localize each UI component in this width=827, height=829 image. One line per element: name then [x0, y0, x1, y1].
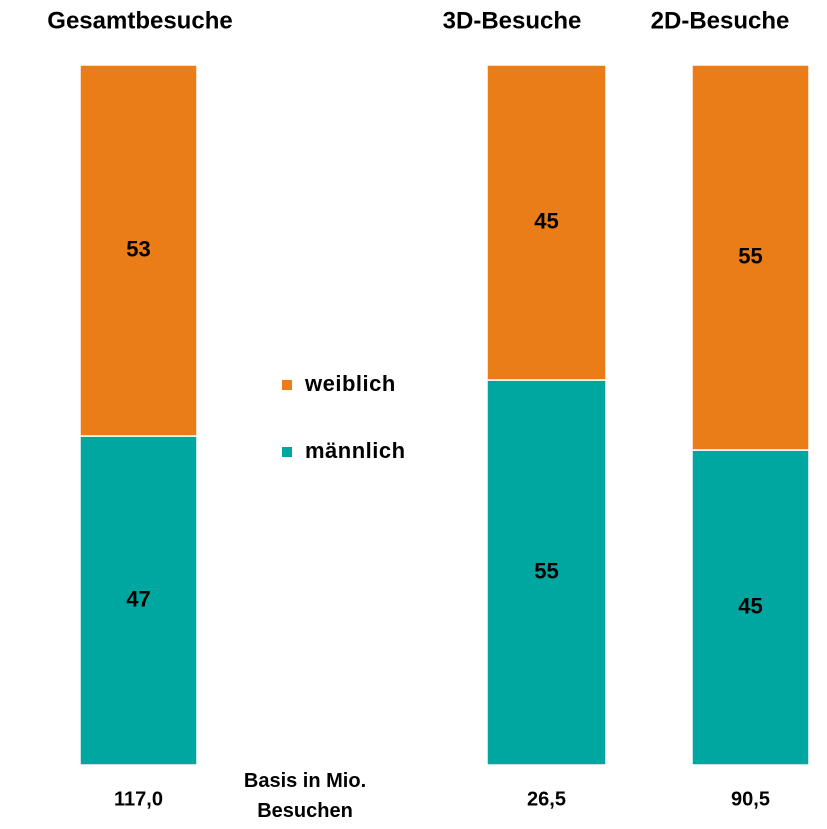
- bar-segment: [691, 449, 810, 766]
- column-title: 3D-Besuche: [443, 7, 582, 34]
- base-label: 90,5: [731, 788, 770, 810]
- bar-segment: [486, 64, 607, 381]
- legend-label: männlich: [305, 438, 406, 463]
- data-label: 55: [738, 243, 762, 268]
- base-label: 117,0: [114, 788, 163, 810]
- bar-segment: [691, 64, 810, 451]
- data-label: 55: [534, 558, 558, 583]
- legend-swatch: [282, 447, 292, 457]
- data-label: 45: [738, 593, 762, 618]
- legend-label: weiblich: [304, 371, 396, 396]
- data-label: 53: [126, 236, 150, 261]
- column-title: Gesamtbesuche: [47, 7, 232, 34]
- bar-segment: [79, 64, 198, 437]
- data-label: 47: [126, 586, 150, 611]
- bar-segment: [79, 435, 198, 766]
- legend-swatch: [282, 380, 292, 390]
- column-title: 2D-Besuche: [651, 7, 790, 34]
- base-label: 26,5: [527, 788, 566, 810]
- data-label: 45: [534, 208, 558, 233]
- base-title: Basis in Mio. Besuchen: [243, 770, 367, 822]
